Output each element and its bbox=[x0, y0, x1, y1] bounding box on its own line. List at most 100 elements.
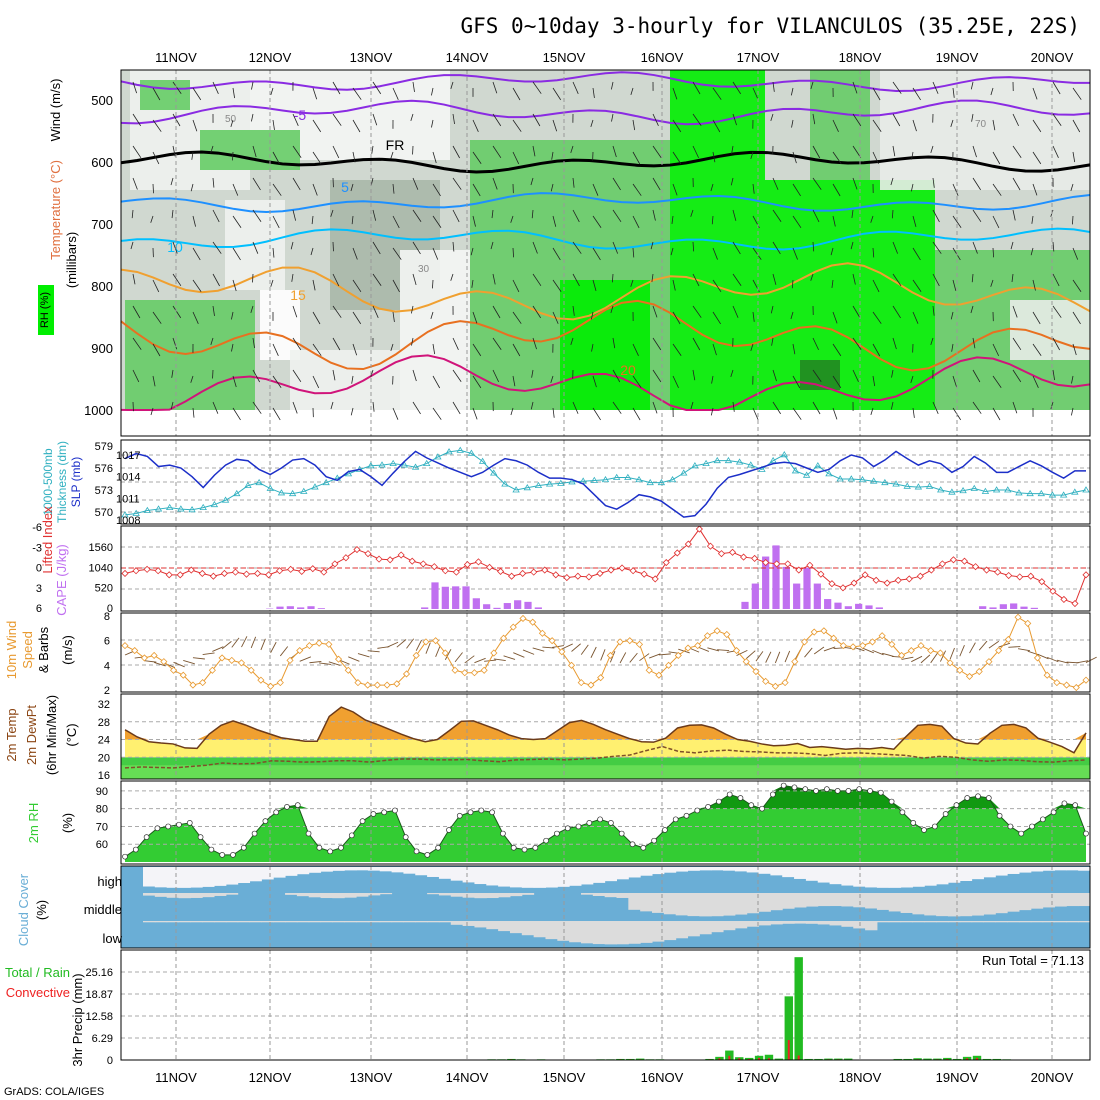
upper-wind-barb-29-3 bbox=[710, 183, 714, 192]
upper-wind-barb-35-8 bbox=[832, 343, 842, 357]
rh2m-point-85 bbox=[1039, 816, 1046, 823]
cape-bar-32 bbox=[452, 586, 460, 609]
cloud-cell-2-15 bbox=[320, 921, 333, 923]
upper-wind-barb-23-6 bbox=[592, 279, 597, 291]
lifted-index-point-59 bbox=[773, 560, 781, 568]
wind-speed-point-42 bbox=[529, 618, 537, 626]
thickness-point-23 bbox=[378, 461, 386, 468]
upper-wind-barb-0-8 bbox=[132, 337, 142, 350]
upper-wind-barb-14-6 bbox=[412, 273, 417, 286]
cape-bar-61 bbox=[751, 583, 759, 609]
upper-wind-barb-14-4 bbox=[412, 209, 422, 222]
upper-wind-barb-47-4 bbox=[1072, 215, 1074, 225]
precip-conv-bar-86 bbox=[976, 1057, 979, 1060]
upper-wind-barb-26-10 bbox=[652, 401, 658, 414]
rh2m-point-21 bbox=[348, 832, 355, 839]
upper-wind-barb-31-0 bbox=[752, 87, 759, 100]
upper-wind-barb-11-7 bbox=[352, 311, 362, 325]
lifted-index-point-87 bbox=[1082, 571, 1090, 579]
wind10m-barb-65 bbox=[755, 651, 764, 662]
wind-ylabel-speed: Speed bbox=[20, 631, 35, 669]
upper-wind-barb-39-10 bbox=[912, 407, 915, 418]
thickness-point-17 bbox=[311, 483, 319, 490]
upper-wind-barb-3-9 bbox=[190, 375, 194, 383]
rh2m-point-83 bbox=[1018, 830, 1025, 837]
temp-frame bbox=[120, 693, 1091, 780]
wind10m-barb-85 bbox=[949, 647, 955, 660]
date-label-top-12NOV: 12NOV bbox=[249, 50, 292, 65]
wind10m-barb-19 bbox=[309, 660, 322, 664]
precip-tick-25.16: 25.16 bbox=[85, 967, 113, 979]
precip-conv-bar-68 bbox=[797, 1055, 800, 1060]
wind-speed-point-23 bbox=[344, 666, 352, 674]
upper-wind-barb-13-10 bbox=[392, 407, 399, 420]
temp-tick-24: 24 bbox=[98, 735, 110, 747]
upper-wind-barb-45-8 bbox=[1032, 343, 1042, 356]
upper-wind-barb-10-9 bbox=[332, 369, 336, 381]
upper-wind-barb-17-8 bbox=[472, 343, 482, 357]
thickness-point-37 bbox=[534, 481, 543, 489]
rh2m-point-8 bbox=[208, 846, 215, 853]
thickness-point-21 bbox=[355, 465, 364, 472]
lifted-index-point-14 bbox=[276, 567, 284, 575]
date-label-bottom-11NOV: 11NOV bbox=[155, 1070, 197, 1085]
rh2m-point-68 bbox=[856, 786, 863, 792]
upper-wind-barb-29-5 bbox=[712, 247, 718, 260]
upper-wind-barb-46-9 bbox=[1052, 369, 1055, 381]
wind10m-barb-83 bbox=[930, 652, 938, 664]
rh-2m-panel: 60 70 80 90 2m RH (%) bbox=[26, 780, 1091, 865]
rh2m-point-80 bbox=[985, 795, 992, 801]
wind-speed-point-40 bbox=[509, 623, 517, 631]
date-label-top-17NOV: 17NOV bbox=[737, 50, 780, 65]
cloud-cell-1-53 bbox=[770, 893, 783, 911]
upper-wind-barb-43-2 bbox=[992, 151, 1001, 165]
below-surface bbox=[121, 410, 1090, 436]
thickness-point-52 bbox=[702, 459, 710, 467]
wind10m-barb-54 bbox=[649, 653, 661, 659]
lifted-index-line bbox=[124, 528, 1087, 605]
wind10m-barb-50 bbox=[609, 651, 616, 663]
upper-wind-barb-35-9 bbox=[832, 375, 842, 389]
thickness-point-16 bbox=[300, 487, 308, 494]
upper-wind-barb-18-1 bbox=[492, 113, 502, 127]
lifted-index-point-11 bbox=[242, 570, 251, 578]
upper-wind-barb-2-10 bbox=[170, 401, 174, 410]
thickness-point-13 bbox=[266, 484, 274, 491]
upper-wind-barb-31-10 bbox=[752, 407, 759, 420]
cloud-cell-1-18 bbox=[356, 893, 369, 897]
lifted-index-point-13 bbox=[265, 571, 273, 579]
cloud-cell-0-9 bbox=[249, 867, 262, 882]
wind-speed-point-28 bbox=[393, 680, 401, 688]
wind10m-barb-47 bbox=[580, 644, 589, 655]
upper-wind-barb-20-9 bbox=[531, 369, 534, 378]
wind-speed-point-25 bbox=[364, 681, 372, 689]
rh2m-point-28 bbox=[424, 852, 431, 858]
precip-total-bar-86 bbox=[972, 1055, 982, 1060]
lifted-index-point-86 bbox=[1071, 599, 1079, 608]
lifted-index-point-29 bbox=[441, 567, 449, 575]
upper-wind-barb-34-8 bbox=[812, 337, 819, 351]
wind-speed-point-64 bbox=[742, 658, 750, 666]
rh2m-point-55 bbox=[716, 798, 722, 805]
lifted-index-point-76 bbox=[960, 557, 969, 565]
upper-wind-barb-35-2 bbox=[832, 151, 842, 164]
wind10m-barb-88 bbox=[978, 640, 988, 651]
upper-wind-barb-28-7 bbox=[692, 305, 702, 318]
cape-tick-1040: 1040 bbox=[89, 562, 113, 574]
wind-speed-point-63 bbox=[732, 646, 741, 655]
upper-wind-barb-42-5 bbox=[972, 241, 978, 254]
cloud-cell-2-2 bbox=[166, 921, 180, 923]
upper-wind-barb-2-0 bbox=[172, 81, 182, 94]
cloud-cell-0-39 bbox=[604, 867, 617, 882]
upper-wind-barb-41-7 bbox=[950, 311, 954, 320]
upper-wind-barb-11-4 bbox=[351, 215, 354, 225]
cloud-cell-2-60 bbox=[853, 921, 866, 929]
wind-speed-point-11 bbox=[228, 656, 236, 664]
cloud-cell-1-58 bbox=[829, 893, 842, 907]
upper-wind-barb-35-3 bbox=[832, 183, 841, 197]
cloud-cell-0-22 bbox=[403, 867, 416, 874]
upper-wind-barb-46-5 bbox=[1052, 241, 1055, 252]
upper-wind-barb-43-0 bbox=[990, 87, 994, 96]
upper-wind-barb-28-2 bbox=[692, 145, 700, 159]
cloud-cell-0-1 bbox=[154, 867, 168, 888]
